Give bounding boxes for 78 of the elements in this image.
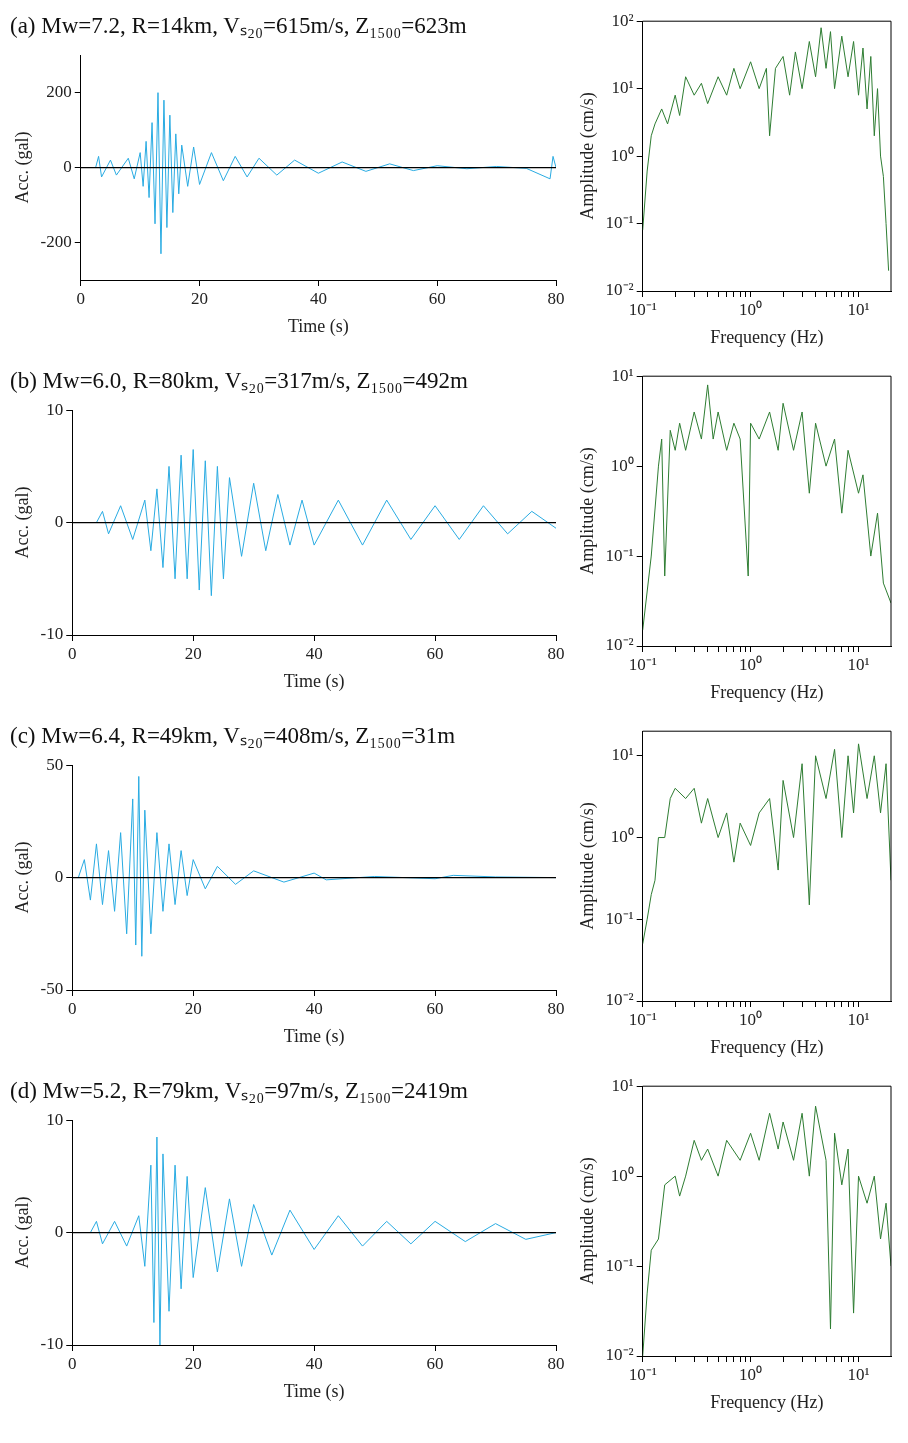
y-axis-title: Amplitude (cm/s): [576, 92, 598, 220]
x-axis-title: Frequency (Hz): [710, 681, 824, 703]
chart-title: (c) Mw=6.4, R=49km, Vₛ₂₀=408m/s, Z₁₅₀₀=31m: [9, 722, 457, 750]
y-tick-label: 10²: [611, 10, 634, 30]
y-tick-label: 10⁻²: [605, 990, 634, 1010]
x-tick-label: 40: [305, 998, 323, 1018]
x-tick-label: 60: [426, 1353, 444, 1373]
x-tick-label: 80: [547, 643, 565, 663]
y-tick-label: 0: [54, 867, 64, 887]
y-tick-label: 10⁻¹: [605, 545, 634, 565]
x-axis-title: Frequency (Hz): [710, 1036, 824, 1058]
x-tick-label: 60: [426, 643, 444, 663]
y-tick-label: 10¹: [611, 1075, 634, 1095]
y-tick-label: 10¹: [611, 745, 634, 765]
x-tick-label: 10⁻¹: [628, 1009, 657, 1029]
y-tick-label: -10: [40, 624, 64, 644]
y-axis-title: Acc. (gal): [11, 486, 33, 559]
y-tick-label: -50: [40, 979, 64, 999]
x-tick-label: 10⁰: [739, 299, 763, 319]
x-tick-label: 80: [547, 998, 565, 1018]
x-tick-label: 60: [428, 288, 446, 308]
y-tick-label: 10⁻¹: [605, 1255, 634, 1275]
y-tick-label: 10⁻²: [605, 280, 634, 300]
y-tick-label: 0: [54, 512, 64, 532]
y-tick-label: 200: [46, 82, 72, 102]
x-axis-title: Frequency (Hz): [710, 1391, 824, 1413]
y-tick-label: 10: [46, 399, 64, 419]
y-tick-label: 10: [46, 1109, 64, 1129]
x-tick-label: 10⁻¹: [628, 1364, 657, 1384]
x-tick-label: 10⁻¹: [628, 654, 657, 674]
x-tick-label: 10⁰: [739, 654, 763, 674]
y-tick-label: 0: [63, 157, 72, 177]
y-tick-label: 10¹: [611, 78, 634, 98]
y-tick-label: 10⁻²: [605, 1345, 634, 1365]
x-tick-label: 20: [184, 1353, 202, 1373]
x-tick-label: 10⁰: [739, 1009, 763, 1029]
x-axis-title: Time (s): [283, 1380, 345, 1402]
y-axis-title: Acc. (gal): [11, 131, 33, 204]
y-tick-label: 0: [54, 1222, 64, 1242]
x-tick-label: 60: [426, 998, 444, 1018]
y-axis-title: Amplitude (cm/s): [576, 1157, 598, 1285]
x-tick-label: 10⁰: [739, 1364, 763, 1384]
y-axis-title: Acc. (gal): [11, 841, 33, 914]
x-tick-label: 10¹: [847, 1009, 870, 1029]
x-tick-label: 10⁻¹: [628, 299, 657, 319]
x-axis-title: Time (s): [287, 315, 349, 337]
x-tick-label: 80: [547, 1353, 565, 1373]
x-tick-label: 10¹: [847, 1364, 870, 1384]
x-tick-label: 10¹: [847, 654, 870, 674]
x-axis-title: Time (s): [283, 1025, 345, 1047]
y-tick-label: 10⁻²: [605, 635, 634, 655]
x-tick-label: 20: [184, 643, 202, 663]
x-tick-label: 40: [305, 1353, 323, 1373]
y-axis-title: Amplitude (cm/s): [576, 447, 598, 575]
y-tick-label: 50: [46, 754, 64, 774]
y-tick-label: 10⁰: [610, 1165, 634, 1185]
chart-title: (d) Mw=5.2, R=79km, Vₛ₂₀=97m/s, Z₁₅₀₀=2419m: [9, 1077, 469, 1105]
x-tick-label: 0: [76, 288, 86, 308]
x-tick-label: 40: [305, 643, 323, 663]
y-tick-label: 10⁻¹: [605, 213, 634, 233]
x-axis-title: Frequency (Hz): [710, 326, 824, 348]
y-tick-label: 10⁰: [610, 455, 634, 475]
x-tick-label: 80: [547, 288, 565, 308]
y-axis-title: Amplitude (cm/s): [576, 802, 598, 930]
x-axis-title: Time (s): [283, 670, 345, 692]
chart-title: (a) Mw=7.2, R=14km, Vₛ₂₀=615m/s, Z₁₅₀₀=623m: [9, 12, 468, 40]
x-tick-label: 20: [191, 288, 209, 308]
y-tick-label: 10⁰: [610, 145, 634, 165]
x-tick-label: 10¹: [847, 299, 870, 319]
y-tick-label: 10⁰: [610, 827, 634, 846]
y-axis-title: Acc. (gal): [11, 1196, 33, 1269]
chart-title: (b) Mw=6.0, R=80km, Vₛ₂₀=317m/s, Z₁₅₀₀=492m: [9, 367, 469, 395]
y-tick-label: -200: [40, 232, 72, 251]
y-tick-label: 10¹: [611, 365, 634, 385]
y-tick-label: 10⁻¹: [605, 908, 634, 928]
y-tick-label: -10: [40, 1334, 64, 1354]
x-tick-label: 40: [309, 288, 327, 308]
x-tick-label: 20: [184, 998, 202, 1018]
